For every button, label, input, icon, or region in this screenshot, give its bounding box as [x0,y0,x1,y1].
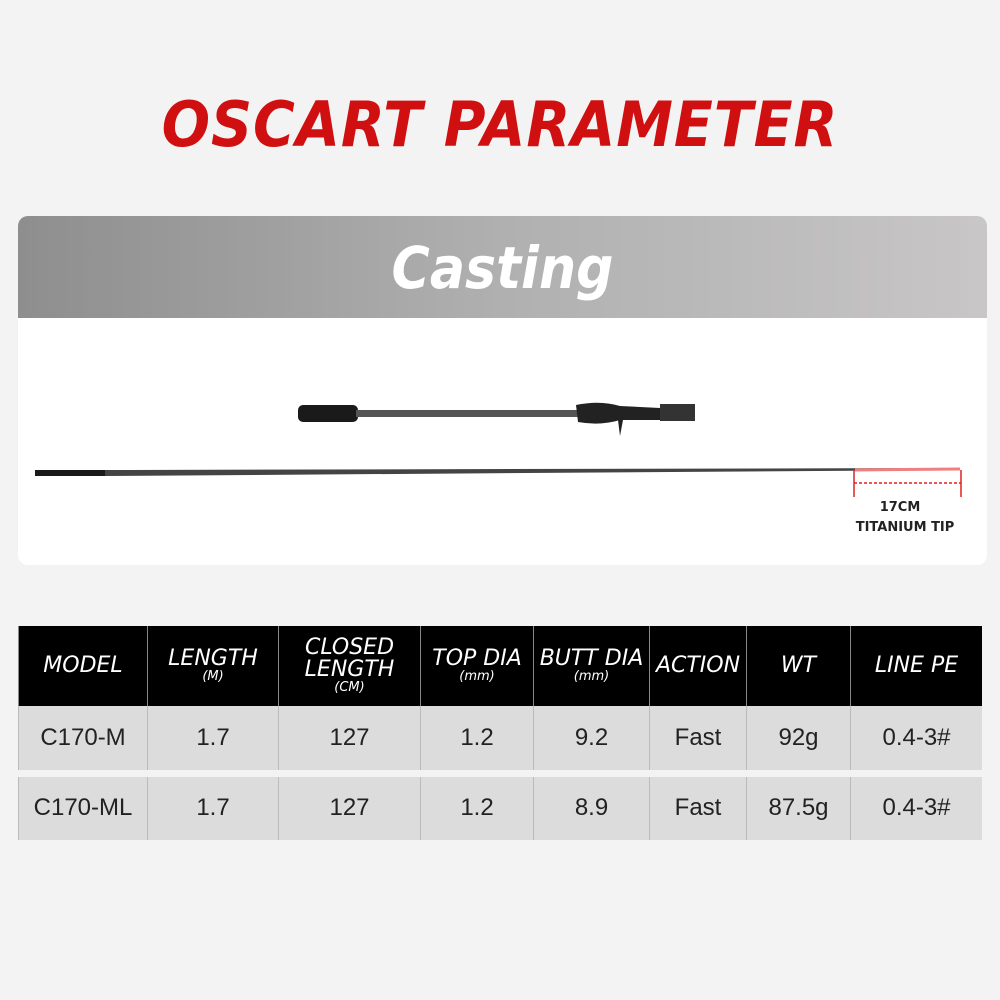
cell-closed-length: 127 [278,706,421,773]
header-butt-dia: BUTT DIA (mm) [533,626,650,706]
cell-top-dia: 1.2 [420,769,534,840]
page-title: OSCART PARAMETER [161,88,839,161]
section-title: Casting [391,234,614,302]
header-action: ACTION [649,626,747,706]
tip-material-label: TITANIUM TIP [855,520,955,535]
header-length: LENGTH (M) [147,626,279,706]
header-line-pe: LINE PE [850,626,982,706]
cell-length: 1.7 [147,706,279,773]
cell-butt-dia: 9.2 [533,706,650,773]
cell-line-pe: 0.4-3# [850,769,982,840]
cell-closed-length: 127 [278,769,421,840]
table-row: C170-ML 1.7 127 1.2 8.9 Fast 87.5g 0.4-3… [18,769,982,840]
cell-wt: 87.5g [746,769,851,840]
cell-model: C170-M [18,706,148,773]
cell-model: C170-ML [18,769,148,840]
cell-action: Fast [649,769,747,840]
product-image-panel [18,318,987,565]
header-model: MODEL [18,626,148,706]
cell-butt-dia: 8.9 [533,769,650,840]
table-row: C170-M 1.7 127 1.2 9.2 Fast 92g 0.4-3# [18,706,982,773]
table-header-row: MODEL LENGTH (M) CLOSED LENGTH (CM) TOP DI… [18,626,982,706]
header-wt: WT [746,626,851,706]
cell-action: Fast [649,706,747,773]
cell-length: 1.7 [147,769,279,840]
tip-length-label: 17CM [879,500,921,515]
cell-top-dia: 1.2 [420,706,534,773]
cell-line-pe: 0.4-3# [850,706,982,773]
header-top-dia: TOP DIA (mm) [420,626,534,706]
cell-wt: 92g [746,706,851,773]
spec-table: MODEL LENGTH (M) CLOSED LENGTH (CM) TOP DI… [18,626,982,840]
section-banner: Casting [18,216,987,318]
header-closed-length: CLOSED LENGTH (CM) [278,626,421,706]
